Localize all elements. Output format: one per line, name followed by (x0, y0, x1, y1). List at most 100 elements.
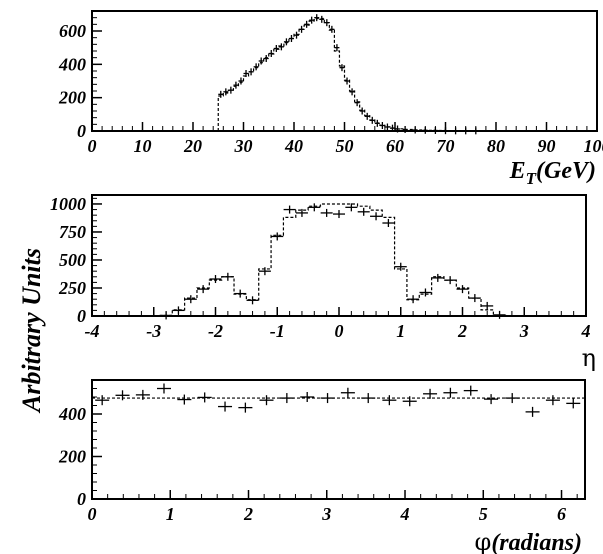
data-point (218, 401, 233, 412)
y-tick-label: 400 (58, 54, 86, 74)
data-point (115, 390, 130, 401)
data-point (431, 273, 444, 282)
y-tick-label: 0 (77, 121, 86, 141)
x-tick-label: -2 (208, 321, 223, 341)
x-tick-label: -4 (85, 321, 100, 341)
data-point (278, 43, 284, 51)
data-point (354, 99, 360, 107)
data-point (374, 119, 380, 127)
data-point (320, 393, 335, 404)
x-tick-label: 80 (487, 136, 505, 156)
x-tick-label: 20 (183, 136, 202, 156)
data-point (299, 25, 305, 33)
data-point (238, 77, 244, 85)
data-point (333, 210, 345, 219)
data-point (456, 285, 469, 294)
data-point (271, 232, 284, 241)
data-point (156, 383, 171, 394)
x-tick-label: 40 (284, 136, 303, 156)
data-point (545, 395, 560, 406)
data-point (319, 15, 325, 23)
data-point (379, 122, 385, 129)
data-point (177, 394, 192, 405)
data-point (364, 112, 370, 120)
x-tick-label: 70 (437, 136, 455, 156)
y-tick-label: 0 (77, 306, 86, 326)
data-point (300, 392, 315, 402)
data-point (382, 395, 397, 406)
data-point (444, 276, 457, 285)
data-point (484, 394, 499, 405)
data-point (419, 288, 432, 297)
data-point (283, 205, 296, 214)
data-point (443, 387, 458, 398)
data-point (334, 44, 340, 52)
x-tick-label: 30 (234, 136, 253, 156)
data-point (361, 393, 376, 404)
data-point (184, 295, 197, 304)
data-point (253, 63, 259, 71)
panel-phi: 0 1 2 3 4 5 6 0 200 400 φ(radians) (58, 379, 586, 554)
panel-et: 0 10 20 30 40 50 60 70 80 90 100 0 200 400 600 ET(GeV) (58, 10, 603, 188)
data-point (369, 116, 375, 124)
data-point (228, 86, 234, 94)
data-point (525, 406, 540, 417)
data-point (382, 219, 395, 228)
data-point (340, 387, 355, 398)
data-point (248, 68, 254, 76)
data-point (384, 123, 390, 131)
data-point (95, 395, 110, 406)
panel-eta: -4 -3 -2 -1 0 1 2 3 4 0 250 500 750 1000 η (50, 194, 596, 372)
data-point (394, 262, 407, 271)
data-point (295, 208, 308, 217)
data-point (135, 389, 150, 400)
data-point (223, 88, 229, 96)
data-point (268, 50, 274, 57)
data-point (468, 294, 481, 303)
data-point (246, 296, 259, 305)
data-point (314, 14, 320, 22)
data-point (324, 19, 330, 27)
y-tick-label: 400 (58, 404, 86, 424)
data-point (320, 208, 333, 217)
data-point (243, 70, 249, 77)
data-point (370, 212, 383, 221)
x-axis-label-et: ET(GeV) (509, 158, 596, 188)
data-point (209, 275, 222, 284)
y-tick-label: 250 (58, 278, 86, 298)
data-point (329, 25, 335, 33)
data-point (294, 31, 300, 39)
x-tick-label: 0 (88, 136, 97, 156)
x-tick-label: 3 (321, 504, 331, 524)
x-tick-label: 0 (335, 321, 344, 341)
data-point (423, 388, 438, 399)
x-tick-label: 0 (88, 504, 97, 524)
x-tick-label: 2 (243, 504, 253, 524)
data-point (339, 64, 345, 72)
data-point (505, 393, 520, 404)
x-tick-label: 6 (557, 504, 566, 524)
model-line (217, 17, 597, 132)
data-point (288, 35, 294, 42)
data-point (463, 385, 478, 396)
x-tick-label: 4 (581, 321, 591, 341)
data-point (221, 272, 234, 281)
x-tick-label: 1 (396, 321, 405, 341)
data-point (258, 267, 271, 276)
data-point (234, 289, 247, 298)
data-point (344, 77, 350, 85)
data-point (357, 207, 370, 216)
data-point (359, 107, 365, 115)
data-point (402, 396, 417, 407)
data-point (566, 398, 581, 409)
data-point (308, 203, 321, 212)
data-point (258, 57, 264, 65)
model-line (159, 203, 519, 317)
x-tick-label: 100 (584, 136, 603, 156)
x-tick-label: 2 (457, 321, 467, 341)
y-axis-label: Arbitrary Units (17, 248, 46, 414)
x-tick-label: 4 (400, 504, 410, 524)
data-point (345, 203, 358, 212)
data-point (349, 88, 355, 96)
